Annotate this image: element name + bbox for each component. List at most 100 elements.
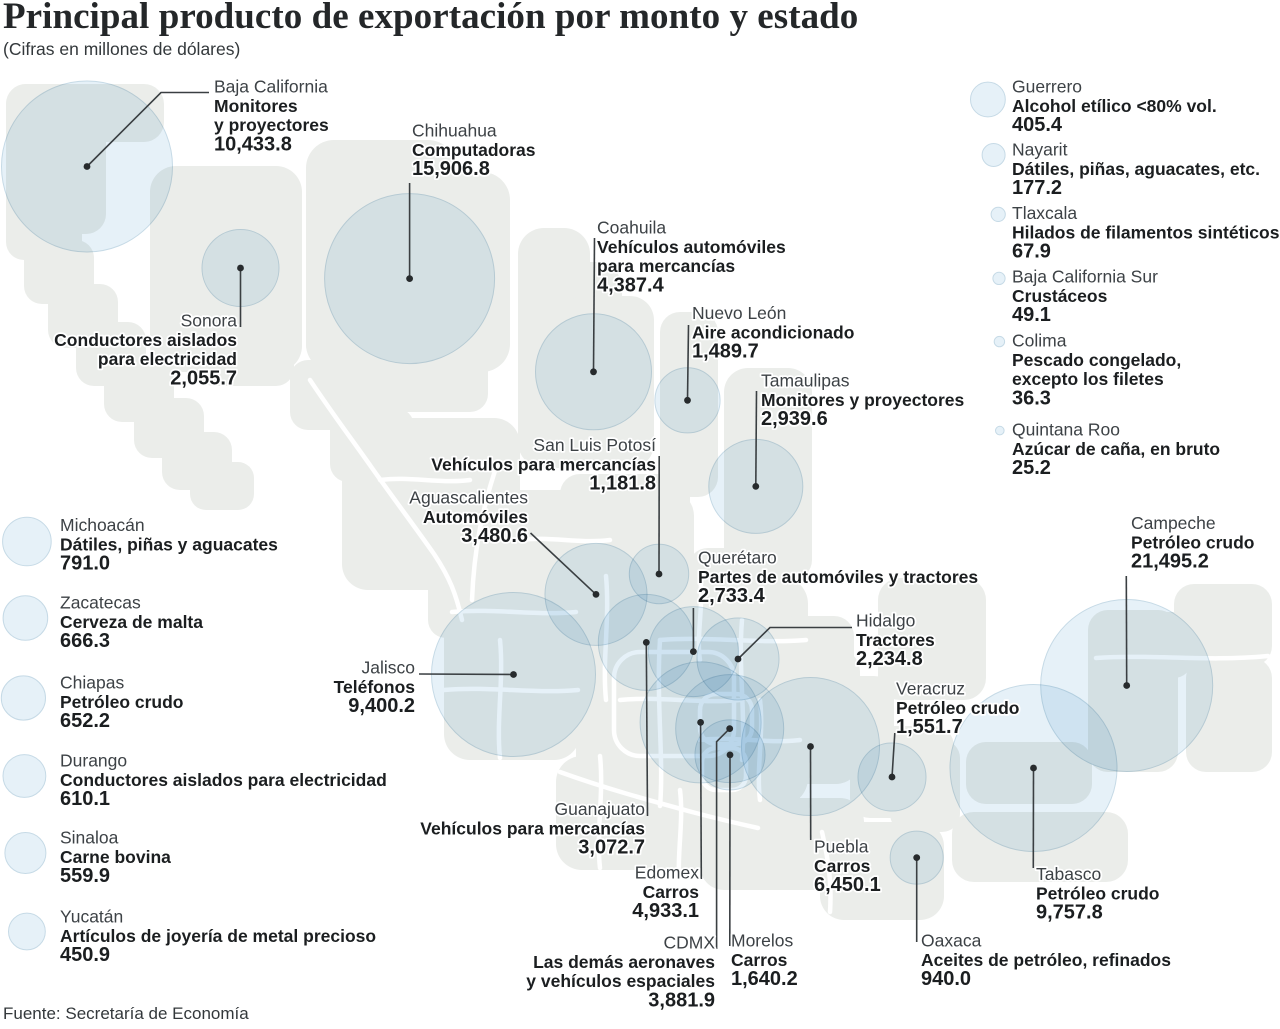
svg-text:y proyectores: y proyectores [214,115,329,135]
svg-text:1,489.7: 1,489.7 [692,341,759,363]
svg-text:36.3: 36.3 [1012,387,1051,409]
svg-text:Principal producto de exportac: Principal producto de exportación por mo… [3,0,858,37]
svg-text:21,495.2: 21,495.2 [1131,551,1209,573]
svg-text:Crustáceos: Crustáceos [1012,286,1108,306]
svg-text:10,433.8: 10,433.8 [214,133,292,155]
svg-text:67.9: 67.9 [1012,241,1051,263]
svg-text:Sonora: Sonora [181,311,238,331]
svg-text:Carne bovina: Carne bovina [60,847,171,867]
svg-text:CDMX: CDMX [663,933,715,953]
svg-text:Aceites de petróleo, refinados: Aceites de petróleo, refinados [921,950,1171,970]
svg-text:San Luis Potosí: San Luis Potosí [533,435,656,455]
svg-text:Alcohol etílico <80% vol.: Alcohol etílico <80% vol. [1012,96,1217,116]
svg-text:25.2: 25.2 [1012,457,1051,479]
svg-text:Vehículos para mercancías: Vehículos para mercancías [420,818,645,838]
svg-text:Conductores aislados para elec: Conductores aislados para electricidad [60,770,387,790]
svg-text:450.9: 450.9 [60,944,110,966]
svg-text:Carros: Carros [731,950,788,970]
svg-text:Chiapas: Chiapas [60,673,124,693]
svg-text:Computadoras: Computadoras [412,140,536,160]
svg-text:Dátiles, piñas, aguacates, etc: Dátiles, piñas, aguacates, etc. [1012,159,1260,179]
svg-text:2,939.6: 2,939.6 [761,408,828,430]
svg-text:Michoacán: Michoacán [60,515,145,535]
svg-text:y vehículos espaciales: y vehículos espaciales [526,971,715,991]
svg-text:Nuevo León: Nuevo León [692,303,786,323]
svg-text:791.0: 791.0 [60,553,110,575]
svg-text:excepto los filetes: excepto los filetes [1012,369,1164,389]
svg-text:1,551.7: 1,551.7 [896,716,963,738]
svg-text:Nayarit: Nayarit [1012,140,1068,160]
svg-text:para mercancías: para mercancías [597,256,735,276]
svg-text:3,480.6: 3,480.6 [461,525,528,547]
svg-text:177.2: 177.2 [1012,177,1062,199]
svg-text:Teléfonos: Teléfonos [334,677,416,697]
svg-text:610.1: 610.1 [60,788,110,810]
svg-text:Chihuahua: Chihuahua [412,121,497,141]
svg-text:3,072.7: 3,072.7 [578,837,645,859]
svg-text:Dátiles, piñas y aguacates: Dátiles, piñas y aguacates [60,534,278,554]
svg-text:Puebla: Puebla [814,837,869,857]
svg-text:Artículos de joyería de metal: Artículos de joyería de metal precioso [60,926,376,946]
svg-text:Baja California Sur: Baja California Sur [1012,267,1158,287]
svg-text:Las demás aeronaves: Las demás aeronaves [533,952,715,972]
svg-text:Colima: Colima [1012,331,1067,351]
svg-text:Fuente: Secretaría de Economía: Fuente: Secretaría de Economía [3,1004,249,1023]
svg-text:9,757.8: 9,757.8 [1036,902,1103,924]
svg-text:Vehículos automóviles: Vehículos automóviles [597,237,786,257]
svg-text:15,906.8: 15,906.8 [412,158,490,180]
svg-text:Vehículos para mercancías: Vehículos para mercancías [431,454,656,474]
svg-text:para electricidad: para electricidad [98,349,237,369]
svg-text:Automóviles: Automóviles [423,507,528,527]
svg-text:Baja California: Baja California [214,77,328,97]
svg-text:Azúcar de caña, en bruto: Azúcar de caña, en bruto [1012,439,1220,459]
svg-text:Guanajuato: Guanajuato [555,799,646,819]
svg-text:Zacatecas: Zacatecas [60,593,141,613]
svg-text:Aire acondicionado: Aire acondicionado [692,322,854,342]
svg-text:559.9: 559.9 [60,865,110,887]
svg-text:Carros: Carros [643,882,700,902]
svg-text:49.1: 49.1 [1012,304,1051,326]
svg-text:Oaxaca: Oaxaca [921,931,982,951]
svg-text:Tlaxcala: Tlaxcala [1012,203,1077,223]
svg-text:(Cifras en millones de dólares: (Cifras en millones de dólares) [3,39,240,59]
svg-text:4,933.1: 4,933.1 [632,900,699,922]
svg-text:Tractores: Tractores [856,630,935,650]
svg-text:Pescado congelado,: Pescado congelado, [1012,350,1181,370]
svg-text:Monitores y proyectores: Monitores y proyectores [761,390,965,410]
svg-text:Guerrero: Guerrero [1012,77,1082,97]
svg-text:Petróleo crudo: Petróleo crudo [1036,883,1160,903]
svg-text:Coahuila: Coahuila [597,218,666,238]
svg-text:1,640.2: 1,640.2 [731,968,798,990]
svg-text:940.0: 940.0 [921,968,971,990]
svg-text:Hilados de filamentos sintétic: Hilados de filamentos sintéticos [1012,222,1280,242]
svg-text:Petróleo crudo: Petróleo crudo [60,692,184,712]
svg-text:Yucatán: Yucatán [60,907,123,927]
svg-text:Morelos: Morelos [731,931,793,951]
svg-text:6,450.1: 6,450.1 [814,874,881,896]
svg-text:Cerveza de malta: Cerveza de malta [60,612,203,632]
svg-text:Campeche: Campeche [1131,513,1216,533]
svg-text:405.4: 405.4 [1012,114,1063,136]
svg-text:4,387.4: 4,387.4 [597,274,665,296]
svg-text:Partes de automóviles y tracto: Partes de automóviles y tractores [698,567,978,587]
svg-text:Tabasco: Tabasco [1036,864,1101,884]
svg-text:2,733.4: 2,733.4 [698,585,766,607]
svg-text:Petróleo crudo: Petróleo crudo [896,698,1020,718]
svg-text:Hidalgo: Hidalgo [856,611,915,631]
svg-text:Durango: Durango [60,751,127,771]
svg-text:1,181.8: 1,181.8 [589,473,656,495]
svg-text:652.2: 652.2 [60,710,110,732]
svg-text:2,234.8: 2,234.8 [856,648,923,670]
svg-text:Petróleo crudo: Petróleo crudo [1131,532,1255,552]
svg-text:3,881.9: 3,881.9 [648,989,715,1011]
svg-text:Carros: Carros [814,856,871,876]
svg-text:2,055.7: 2,055.7 [170,367,237,389]
svg-text:9,400.2: 9,400.2 [348,695,415,717]
svg-text:Quintana Roo: Quintana Roo [1012,420,1120,440]
svg-text:Edomex: Edomex [635,863,699,883]
svg-text:666.3: 666.3 [60,630,110,652]
svg-text:Monitores: Monitores [214,96,298,116]
svg-text:Tamaulipas: Tamaulipas [761,371,850,391]
svg-text:Jalisco: Jalisco [362,658,416,678]
svg-text:Querétaro: Querétaro [698,548,777,568]
